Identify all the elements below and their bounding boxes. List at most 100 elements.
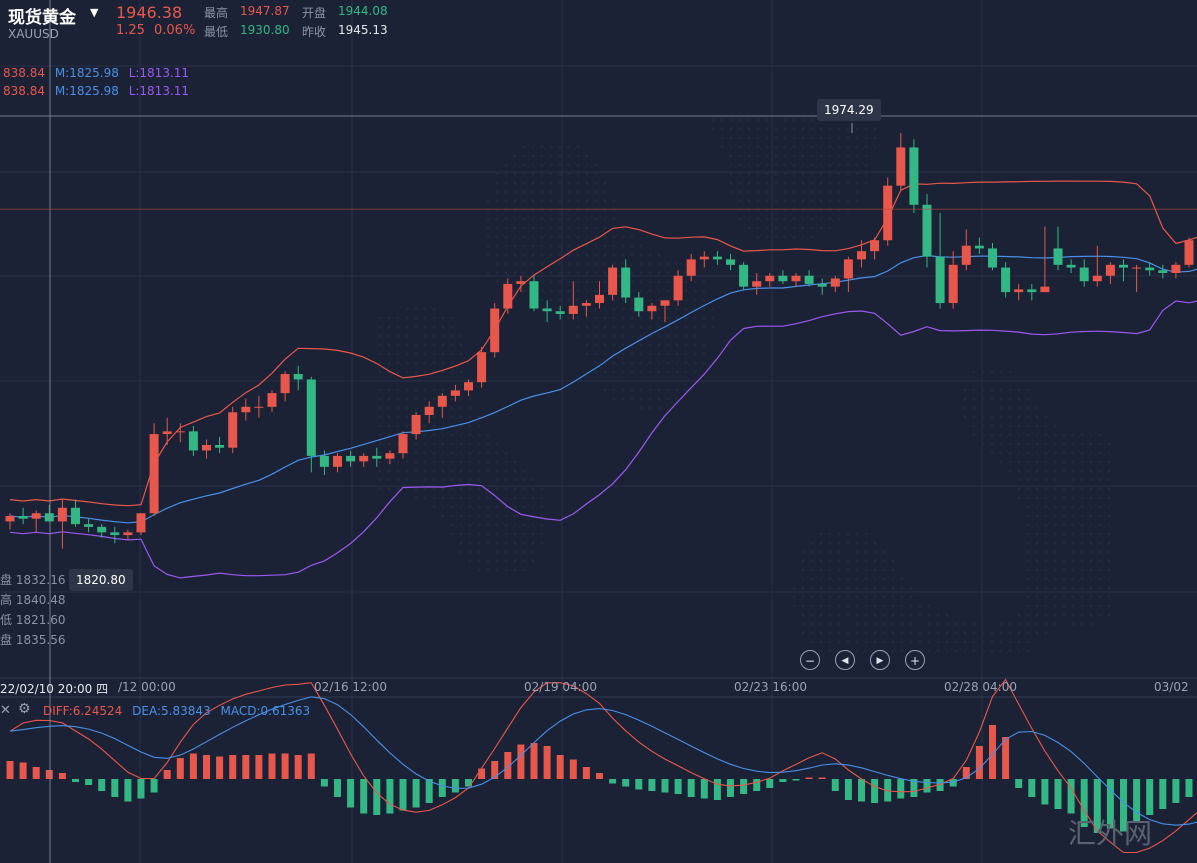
map-dot	[1062, 604, 1066, 608]
map-dot	[864, 541, 868, 545]
map-dot	[657, 397, 661, 401]
map-dot	[414, 388, 418, 392]
map-dot	[423, 460, 427, 464]
map-dot	[1071, 541, 1075, 545]
map-dot	[783, 145, 787, 149]
map-dot	[423, 307, 427, 311]
map-dot	[1080, 568, 1084, 572]
map-dot	[972, 388, 976, 392]
map-dot	[540, 280, 544, 284]
map-dot	[603, 334, 607, 338]
scroll-prev-button[interactable]: ◀	[835, 650, 855, 670]
map-dot	[864, 586, 868, 590]
map-dot	[1107, 595, 1111, 599]
macd-bar	[1146, 779, 1154, 815]
macd-bar	[674, 779, 682, 794]
map-dot	[486, 550, 490, 554]
map-dot	[450, 451, 454, 455]
map-dot	[891, 631, 895, 635]
map-dot	[585, 235, 589, 239]
map-dot	[459, 451, 463, 455]
map-dot	[405, 460, 409, 464]
map-dot	[387, 388, 391, 392]
map-dot	[855, 532, 859, 536]
candle-body	[974, 245, 984, 249]
map-dot	[612, 388, 616, 392]
macd-bar	[766, 779, 774, 788]
instrument-dropdown-icon[interactable]: ▼	[90, 6, 99, 19]
map-dot	[1089, 442, 1093, 446]
map-dot	[621, 379, 625, 383]
map-dot	[441, 325, 445, 329]
map-dot	[783, 163, 787, 167]
map-dot	[531, 487, 535, 491]
scroll-next-button[interactable]: ▶	[870, 650, 890, 670]
map-dot	[504, 190, 508, 194]
map-dot	[1080, 514, 1084, 518]
candle-body	[726, 259, 735, 265]
map-dot	[1044, 451, 1048, 455]
map-dot	[855, 586, 859, 590]
candle-body	[228, 412, 238, 448]
candle-body	[634, 297, 644, 312]
map-dot	[864, 532, 868, 536]
map-dot	[828, 622, 832, 626]
map-dot	[765, 145, 769, 149]
map-dot	[702, 343, 706, 347]
map-dot	[1053, 541, 1057, 545]
map-dot	[603, 199, 607, 203]
map-dot	[432, 325, 436, 329]
map-dot	[576, 253, 580, 257]
map-dot	[522, 271, 526, 275]
map-dot	[846, 586, 850, 590]
map-dot	[405, 379, 409, 383]
map-dot	[1071, 487, 1075, 491]
map-dot	[513, 199, 517, 203]
map-dot	[576, 280, 580, 284]
map-dot	[612, 334, 616, 338]
map-dot	[612, 343, 616, 347]
map-dot	[603, 370, 607, 374]
map-dot	[1107, 505, 1111, 509]
map-dot	[450, 406, 454, 410]
map-dot	[540, 145, 544, 149]
instrument-title[interactable]: 现货黄金	[8, 8, 76, 28]
map-dot	[504, 199, 508, 203]
map-dot	[747, 190, 751, 194]
macd-bar	[373, 779, 381, 815]
settings-icon[interactable]: ⚙	[18, 701, 31, 717]
map-dot	[1071, 451, 1075, 455]
map-dot	[594, 226, 598, 230]
map-dot	[747, 217, 751, 221]
map-dot	[1035, 577, 1039, 581]
macd-bar	[556, 755, 564, 779]
map-dot	[756, 127, 760, 131]
map-dot	[648, 262, 652, 266]
candle-body	[1092, 275, 1102, 282]
close-icon[interactable]: ✕	[0, 703, 11, 718]
map-dot	[459, 379, 463, 383]
map-dot	[684, 370, 688, 374]
zoom-out-button[interactable]: −	[800, 650, 820, 670]
map-dot	[819, 145, 823, 149]
map-dot	[810, 568, 814, 572]
map-dot	[378, 478, 382, 482]
map-dot	[693, 298, 697, 302]
map-dot	[1044, 550, 1048, 554]
map-dot	[585, 244, 589, 248]
map-dot	[693, 316, 697, 320]
zoom-in-button[interactable]: +	[905, 650, 925, 670]
candle-body	[398, 434, 408, 454]
map-dot	[495, 559, 499, 563]
map-dot	[864, 550, 868, 554]
map-dot	[378, 433, 382, 437]
map-dot	[378, 343, 382, 347]
map-dot	[1071, 442, 1075, 446]
map-dot	[504, 181, 508, 185]
map-dot	[540, 190, 544, 194]
map-dot	[1062, 550, 1066, 554]
map-dot	[756, 136, 760, 140]
map-dot	[936, 622, 940, 626]
map-dot	[405, 325, 409, 329]
